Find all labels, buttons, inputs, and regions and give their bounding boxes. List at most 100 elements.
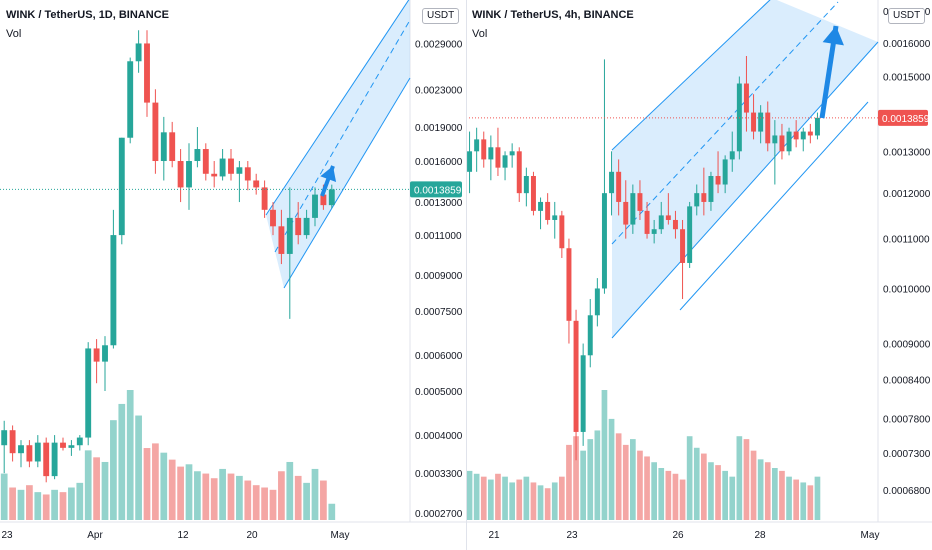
left-candle-body [278,226,285,254]
right-volume-bar [495,473,501,520]
right-time-tick-label: 21 [488,530,500,541]
left-price-tick-label: 0.0011000 [415,231,462,242]
right-candle-body [609,171,615,194]
left-volume-bar [59,492,67,520]
left-volume-bar [68,487,75,520]
left-price-tick-label: 0.0016000 [415,157,463,168]
left-candle-body [68,445,75,448]
left-candle-body [194,149,201,162]
right-candle-body [474,139,480,152]
right-volume-bar [573,436,579,520]
right-volume-bar [488,479,494,520]
right-volume-bar [679,479,686,520]
right-arrow-head-icon [822,26,844,46]
right-candle-body [708,176,714,202]
right-support-line [679,101,869,311]
left-candle-body [9,430,16,454]
left-price-tick-label: 0.0002700 [415,509,463,520]
right-volume-bar [814,476,821,520]
left-volume-bar [118,403,126,520]
left-chart-canvas[interactable]: 0.0029000 0.0023000 0.0019000 0.0016000 0.00… [0,0,466,550]
pane-divider [466,0,467,550]
left-candle-body [43,442,50,477]
right-candle-body [573,320,579,432]
right-time-tick-label: 26 [672,530,684,541]
right-price-tick-label: 0.0006800 [883,486,931,497]
right-candle-body [587,315,593,356]
right-chart-pane[interactable]: 0.00170000.00160000.00150000.00130000.00… [466,0,932,550]
right-price-tick-label: 0.0007800 [883,414,931,425]
left-last-price-label: 0.0013859 [414,185,462,196]
left-currency-badge[interactable]: USDT [422,8,460,24]
left-price-tick-label: 0.0013000 [415,198,463,209]
right-volume-bar [523,476,530,520]
right-volume-bar [530,482,537,520]
left-volume-bar [261,487,268,520]
left-chart-pane[interactable]: 0.0029000 0.0023000 0.0019000 0.0016000 0.00… [0,0,466,550]
right-volume-bar [779,470,785,520]
right-candle-body [672,219,678,230]
right-price-tick-label: 0.0015000 [883,72,931,83]
right-candle-body [637,193,643,211]
right-candle-body [616,171,622,202]
right-volume-bar [708,462,714,520]
right-volume-bar [615,433,622,520]
left-volume-bar [9,487,16,520]
left-candle-body [328,189,335,206]
left-candle-body [270,209,276,227]
right-volume-bar [509,482,515,520]
left-volume-bar [110,420,117,520]
left-candle-body [202,149,209,174]
right-price-tick-label: 0.0007300 [883,449,931,460]
left-candle-body [261,187,268,210]
right-price-tick-label: 0.0009000 [883,340,931,351]
right-volume-bar [807,485,814,520]
right-candle-body [694,193,700,207]
left-volume-bar [311,468,319,520]
left-time-tick-label: 12 [177,530,189,541]
right-candle-body [758,112,764,132]
right-volume-bar [722,470,728,520]
right-channel-upper-line [611,0,771,151]
right-candle-body [545,201,551,220]
right-currency-badge[interactable]: USDT [888,8,926,24]
left-chart-title: WINK / TetherUS, 1D, BINANCE [6,9,169,21]
left-arrow-head-icon [320,166,337,183]
right-candle-body [658,215,664,230]
right-candle-body [644,210,650,234]
right-candle-body [488,147,494,160]
left-candle-body [85,348,92,438]
right-price-tick-label: 0.0010000 [883,284,931,295]
left-candle-body [60,442,66,448]
left-price-tick-label: 0.0009000 [415,271,463,282]
left-candle-body [312,194,318,218]
right-volume-bar [608,418,615,520]
right-volume-bar [587,439,594,520]
right-candle-body [516,151,522,194]
left-candle-body [295,217,302,236]
left-candle-body [51,442,58,477]
left-price-tick-label: 0.0007500 [415,307,463,318]
left-candle-body [127,61,134,138]
right-volume-bar [757,459,764,520]
left-volume-bar [101,461,109,520]
left-volume-bar [278,471,285,520]
right-candle-body [651,229,657,234]
right-volume-bar [537,485,544,520]
left-volume-bar [320,480,327,520]
right-candle-body [665,215,671,220]
right-volume-bar [743,439,750,520]
left-candle-body [186,161,192,188]
right-candle-body [701,193,707,202]
right-volume-bar [544,488,551,520]
right-last-price-label: 0.0013859 [882,114,930,125]
left-volume-bar [194,471,201,520]
right-volume-bar [502,476,508,520]
right-volume-bar [594,430,601,520]
right-volume-bar [693,447,700,520]
left-candle-body [303,217,310,236]
right-chart-canvas[interactable]: 0.00170000.00160000.00150000.00130000.00… [466,0,932,550]
left-volume-bar [252,485,260,520]
right-price-tick-label: 0.0012000 [883,189,931,200]
left-candle-body [118,137,125,236]
